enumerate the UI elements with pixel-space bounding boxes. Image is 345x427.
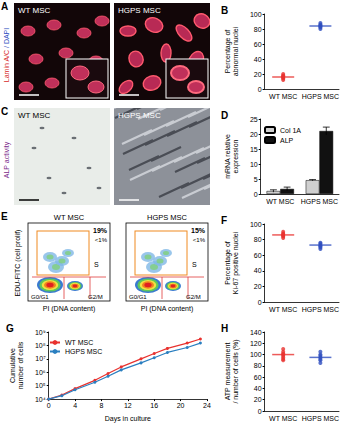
svg-text:0: 0 bbox=[258, 86, 262, 93]
svg-text:140: 140 bbox=[250, 329, 262, 336]
svg-text:ALP activity: ALP activity bbox=[3, 141, 11, 178]
svg-text:HGPS MSC: HGPS MSC bbox=[301, 198, 338, 205]
svg-text:10⁷: 10⁷ bbox=[35, 355, 46, 362]
svg-text:15%: 15% bbox=[191, 227, 206, 234]
svg-text:G0/G1: G0/G1 bbox=[129, 294, 147, 300]
svg-text:80: 80 bbox=[254, 362, 262, 369]
svg-text:<1%: <1% bbox=[193, 237, 206, 243]
svg-text:WT MSC: WT MSC bbox=[18, 6, 51, 15]
svg-text:120: 120 bbox=[250, 340, 262, 347]
svg-text:10⁸: 10⁸ bbox=[35, 342, 46, 349]
svg-text:D: D bbox=[221, 110, 228, 121]
svg-text:80: 80 bbox=[254, 26, 262, 33]
svg-text:S: S bbox=[192, 261, 197, 268]
svg-text:100: 100 bbox=[250, 351, 262, 358]
svg-text:HGPS MSC: HGPS MSC bbox=[118, 6, 161, 15]
svg-text:8: 8 bbox=[100, 402, 104, 409]
svg-text:19%: 19% bbox=[93, 227, 108, 234]
svg-text:C: C bbox=[1, 106, 8, 117]
svg-text:10⁴: 10⁴ bbox=[35, 396, 46, 403]
svg-text:20: 20 bbox=[177, 402, 185, 409]
svg-text:WT MSC: WT MSC bbox=[266, 198, 294, 205]
svg-text:60: 60 bbox=[254, 252, 262, 259]
svg-text:10: 10 bbox=[250, 161, 258, 168]
svg-text:16: 16 bbox=[150, 402, 158, 409]
svg-text:15: 15 bbox=[250, 146, 258, 153]
svg-text:WT MSC: WT MSC bbox=[54, 213, 85, 222]
svg-text:60: 60 bbox=[254, 374, 262, 381]
svg-text:WT MSC: WT MSC bbox=[269, 93, 297, 100]
svg-text:20: 20 bbox=[254, 71, 262, 78]
svg-text:40: 40 bbox=[254, 385, 262, 392]
svg-text:10⁶: 10⁶ bbox=[35, 369, 46, 376]
svg-text:Cumulative: Cumulative bbox=[9, 348, 16, 383]
svg-text:ALP: ALP bbox=[280, 137, 294, 144]
svg-text:HGPS MSC: HGPS MSC bbox=[147, 213, 188, 222]
svg-text:0: 0 bbox=[258, 408, 262, 415]
svg-text:H: H bbox=[221, 323, 228, 334]
svg-text:HGPS MSC: HGPS MSC bbox=[302, 415, 339, 422]
svg-text:PI (DNA content): PI (DNA content) bbox=[141, 305, 194, 313]
svg-text:F: F bbox=[221, 215, 227, 226]
svg-text:WT MSC: WT MSC bbox=[18, 111, 51, 120]
svg-text:5: 5 bbox=[254, 176, 258, 183]
svg-text:Col 1A: Col 1A bbox=[280, 127, 301, 134]
svg-text:WT MSC: WT MSC bbox=[65, 339, 93, 346]
svg-text:EDU-FITC (cell prolif): EDU-FITC (cell prolif) bbox=[14, 230, 22, 297]
svg-text:40: 40 bbox=[254, 267, 262, 274]
svg-text:WT MSC: WT MSC bbox=[269, 306, 297, 313]
svg-text:0: 0 bbox=[254, 191, 258, 198]
svg-text:/ number of cells (%): / number of cells (%) bbox=[232, 339, 240, 403]
svg-text:0: 0 bbox=[258, 299, 262, 306]
svg-text:mRNA relative: mRNA relative bbox=[224, 134, 231, 179]
svg-text:HGPS MSC: HGPS MSC bbox=[302, 93, 339, 100]
svg-text:<1%: <1% bbox=[95, 237, 108, 243]
svg-text:E: E bbox=[1, 211, 8, 222]
svg-text:100: 100 bbox=[250, 221, 262, 228]
svg-text:ATP measurement: ATP measurement bbox=[224, 343, 231, 401]
svg-text:WT MSC: WT MSC bbox=[269, 415, 297, 422]
svg-text:Ki-67 positive nuclei: Ki-67 positive nuclei bbox=[232, 231, 240, 294]
svg-text:60: 60 bbox=[254, 41, 262, 48]
svg-text:10⁹: 10⁹ bbox=[35, 329, 46, 336]
svg-text:number of cells: number of cells bbox=[17, 341, 24, 389]
svg-text:S: S bbox=[94, 261, 99, 268]
svg-text:10⁵: 10⁵ bbox=[35, 382, 46, 389]
svg-text:B: B bbox=[221, 5, 228, 16]
svg-text:Percentage of: Percentage of bbox=[224, 241, 232, 285]
svg-text:0: 0 bbox=[47, 402, 51, 409]
svg-text:24: 24 bbox=[203, 402, 211, 409]
svg-text:25: 25 bbox=[250, 116, 258, 123]
svg-text:expression: expression bbox=[232, 139, 240, 173]
svg-text:G: G bbox=[6, 323, 14, 334]
svg-text:Days in culture: Days in culture bbox=[105, 415, 151, 423]
svg-text:HGPS MSC: HGPS MSC bbox=[118, 111, 161, 120]
svg-text:Percentage of: Percentage of bbox=[224, 30, 232, 74]
svg-text:20: 20 bbox=[254, 396, 262, 403]
svg-text:HGPS MSC: HGPS MSC bbox=[65, 348, 102, 355]
svg-text:A: A bbox=[1, 1, 8, 12]
svg-text:Lamin A/C / DAPI: Lamin A/C / DAPI bbox=[3, 28, 10, 83]
svg-text:12: 12 bbox=[124, 402, 132, 409]
svg-text:G2/M: G2/M bbox=[88, 294, 103, 300]
svg-text:20: 20 bbox=[254, 283, 262, 290]
svg-text:PI (DNA content): PI (DNA content) bbox=[43, 305, 96, 313]
svg-text:100: 100 bbox=[250, 11, 262, 18]
svg-text:abnormal nuclei: abnormal nuclei bbox=[232, 26, 239, 76]
svg-text:HGPS MSC: HGPS MSC bbox=[302, 306, 339, 313]
svg-text:4: 4 bbox=[73, 402, 77, 409]
svg-text:80: 80 bbox=[254, 236, 262, 243]
svg-text:G0/G1: G0/G1 bbox=[31, 294, 49, 300]
svg-text:20: 20 bbox=[250, 131, 258, 138]
svg-text:G2/M: G2/M bbox=[186, 294, 201, 300]
svg-text:40: 40 bbox=[254, 56, 262, 63]
